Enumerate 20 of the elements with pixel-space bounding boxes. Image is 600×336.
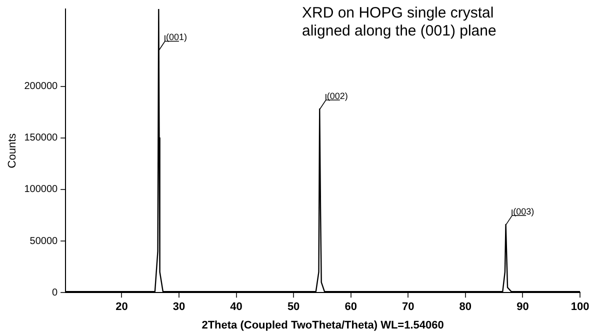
- y-tick-label: 100000: [24, 184, 58, 196]
- y-tick-label: 150000: [24, 132, 58, 144]
- chart-title: XRD on HOPG single crystal aligned along the (001) plane: [302, 4, 496, 40]
- x-tick-label: 30: [172, 301, 186, 314]
- x-tick-label: 100: [570, 301, 590, 314]
- annotation: (001): [166, 32, 187, 42]
- x-tick-label: 60: [344, 301, 357, 314]
- y-tick-label: 200000: [24, 81, 58, 92]
- x-tick-label: 80: [459, 301, 472, 314]
- x-tick-label: 50: [287, 301, 300, 314]
- y-tick-label: 0: [52, 287, 58, 298]
- annotation: (003): [513, 206, 534, 217]
- x-tick-label: 90: [516, 301, 529, 314]
- y-axis-title: Counts: [6, 132, 19, 168]
- x-tick-label: 40: [230, 301, 242, 314]
- x-axis-title: 2Theta (Coupled TwoTheta/Theta) WL=1.54060: [202, 319, 444, 332]
- x-tick-label: 20: [116, 301, 128, 314]
- y-tick-label: 50000: [30, 236, 58, 247]
- annotation: (002): [326, 91, 348, 102]
- x-tick-label: 70: [402, 301, 414, 314]
